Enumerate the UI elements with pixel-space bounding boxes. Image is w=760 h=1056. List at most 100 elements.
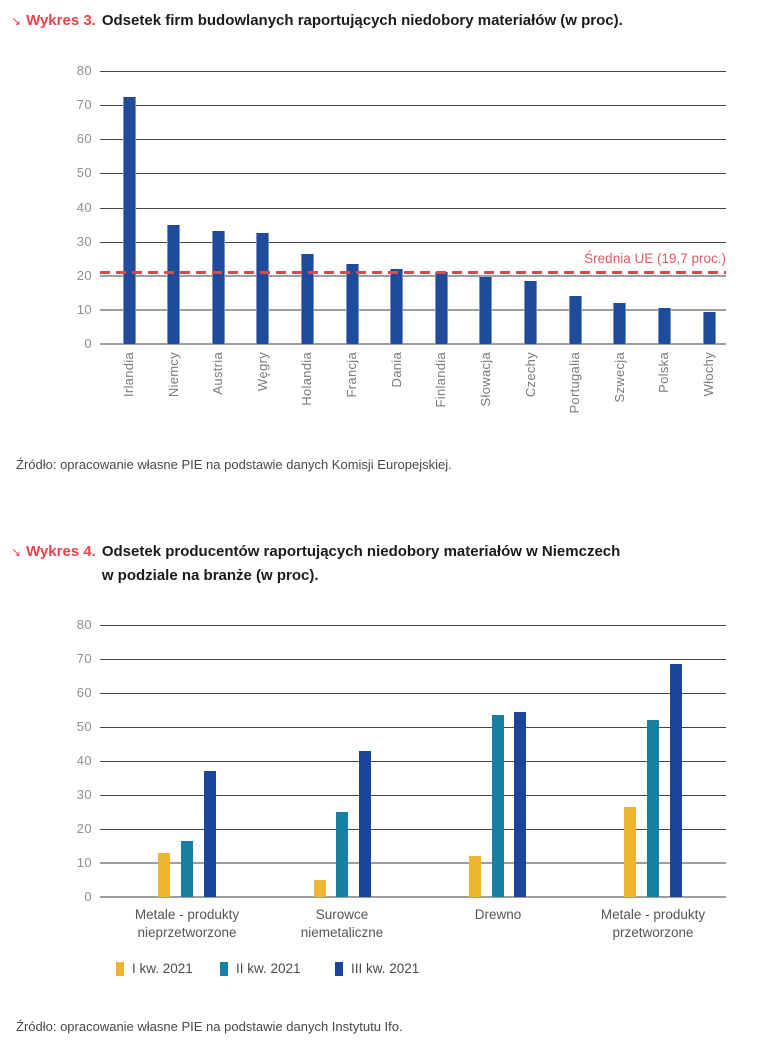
bar-portugalia <box>569 296 582 344</box>
y-tick-label: 20 <box>76 268 92 283</box>
bar-dania <box>390 269 403 344</box>
y-tick-label: 50 <box>76 165 92 180</box>
y-tick-label: 0 <box>84 336 92 351</box>
wykres-4-heading: ↘ Wykres 4. Odsetek producentów raportuj… <box>11 540 726 588</box>
gridline <box>100 727 726 728</box>
bar-i-kw--2021 <box>624 807 636 897</box>
x-category-label: Finlandia <box>433 352 448 408</box>
gridline <box>100 208 726 209</box>
bar-i-kw--2021 <box>469 856 481 897</box>
bar-austria <box>212 231 225 344</box>
gridline <box>100 139 726 140</box>
wykres-4-title: Odsetek producentów raportujących niedob… <box>102 540 620 588</box>
x-category-label: Niemcy <box>166 352 181 398</box>
x-category-label: Irlandia <box>121 352 136 398</box>
bar-ii-kw--2021 <box>181 841 193 897</box>
y-tick-label: 0 <box>84 889 92 904</box>
legend-item-ii-kw-2021: II kw. 2021 <box>220 961 301 977</box>
x-category-label: Metale - produkty nieprzetworzone <box>134 907 240 940</box>
y-tick-label: 30 <box>76 234 92 249</box>
gridline <box>100 829 726 830</box>
x-category-label: Francja <box>344 352 359 398</box>
y-tick-label: 80 <box>76 63 92 78</box>
bar-i-kw--2021 <box>158 853 170 897</box>
bar-czechy <box>524 281 537 344</box>
bar-iii-kw--2021 <box>204 771 216 897</box>
bar-szwecja <box>613 303 626 344</box>
bar-ii-kw--2021 <box>647 720 659 897</box>
legend-item-i-kw-2021: I kw. 2021 <box>116 961 193 977</box>
down-right-arrow-icon: ↘ <box>11 545 22 559</box>
wykres-4-title-line: Odsetek producentów raportujących niedob… <box>101 543 621 560</box>
legend-swatch-i-kw-2021-icon <box>116 962 124 976</box>
bar-niemcy <box>167 225 180 344</box>
x-category-label: Metale - produkty przetworzone <box>600 907 706 940</box>
bar-węgry <box>256 233 269 344</box>
gridline <box>100 242 726 243</box>
bar-iii-kw--2021 <box>514 712 526 897</box>
eu-average-reference-line <box>100 271 726 274</box>
x-category-label: Szwecja <box>612 352 627 403</box>
legend-label: II kw. 2021 <box>236 961 301 976</box>
bar-słowacja <box>479 277 492 344</box>
x-category-label: Drewno <box>474 907 522 922</box>
wykres-3-heading: ↘ Wykres 3. Odsetek firm budowlanych rap… <box>11 9 726 33</box>
wykres-3-title: Odsetek firm budowlanych raportujących n… <box>102 9 623 33</box>
bar-polska <box>658 308 671 344</box>
x-category-label: Czechy <box>523 352 538 398</box>
gridline <box>100 625 726 626</box>
wykres-4-title-line: w podziale na branże (w proc). <box>101 567 319 584</box>
gridline <box>100 173 726 174</box>
gridline <box>100 761 726 762</box>
gridline <box>100 309 726 311</box>
wykres-3-number-label: Wykres 3. <box>26 12 96 29</box>
bar-holandia <box>301 254 314 344</box>
bar-ii-kw--2021 <box>336 812 348 897</box>
wykres-3-source-note: Źródło: opracowanie własne PIE na podsta… <box>16 457 452 472</box>
bar-i-kw--2021 <box>314 880 326 897</box>
bar-iii-kw--2021 <box>359 751 371 897</box>
y-tick-label: 10 <box>76 302 92 317</box>
y-tick-label: 30 <box>76 787 92 802</box>
bar-francja <box>346 264 359 344</box>
down-right-arrow-icon: ↘ <box>11 14 22 28</box>
x-category-label: Polska <box>656 352 671 393</box>
y-tick-label: 70 <box>76 651 92 666</box>
gridline <box>100 896 726 898</box>
bar-irlandia <box>123 97 136 344</box>
x-category-label: Włochy <box>701 352 716 397</box>
gridline <box>100 693 726 694</box>
gridline <box>100 105 726 106</box>
x-category-label: Surowce niemetaliczne <box>300 907 384 940</box>
legend-label: III kw. 2021 <box>351 961 420 976</box>
x-category-label: Dania <box>389 352 404 388</box>
y-tick-label: 40 <box>76 200 92 215</box>
y-tick-label: 60 <box>76 131 92 146</box>
y-tick-label: 50 <box>76 719 92 734</box>
wykres-4-number-label: Wykres 4. <box>26 543 96 560</box>
legend-label: I kw. 2021 <box>132 961 193 976</box>
y-tick-label: 20 <box>76 821 92 836</box>
legend-swatch-ii-kw-2021-icon <box>220 962 228 976</box>
gridline <box>100 275 726 277</box>
gridline <box>100 659 726 660</box>
legend-swatch-iii-kw-2021-icon <box>335 962 343 976</box>
x-category-label: Austria <box>210 352 225 395</box>
bar-włochy <box>703 312 716 344</box>
x-category-label: Holandia <box>299 352 314 406</box>
y-tick-label: 40 <box>76 753 92 768</box>
bar-ii-kw--2021 <box>492 715 504 897</box>
gridline <box>100 71 726 72</box>
x-category-label: Węgry <box>255 352 270 392</box>
bar-iii-kw--2021 <box>670 664 682 897</box>
gridline <box>100 862 726 864</box>
y-tick-label: 80 <box>76 617 92 632</box>
x-category-label: Portugalia <box>567 352 582 414</box>
y-tick-label: 10 <box>76 855 92 870</box>
y-tick-label: 60 <box>76 685 92 700</box>
bar-finlandia <box>435 272 448 344</box>
wykres-3-title-line: Odsetek firm budowlanych raportujących n… <box>101 12 623 29</box>
y-tick-label: 70 <box>76 97 92 112</box>
gridline <box>100 343 726 345</box>
